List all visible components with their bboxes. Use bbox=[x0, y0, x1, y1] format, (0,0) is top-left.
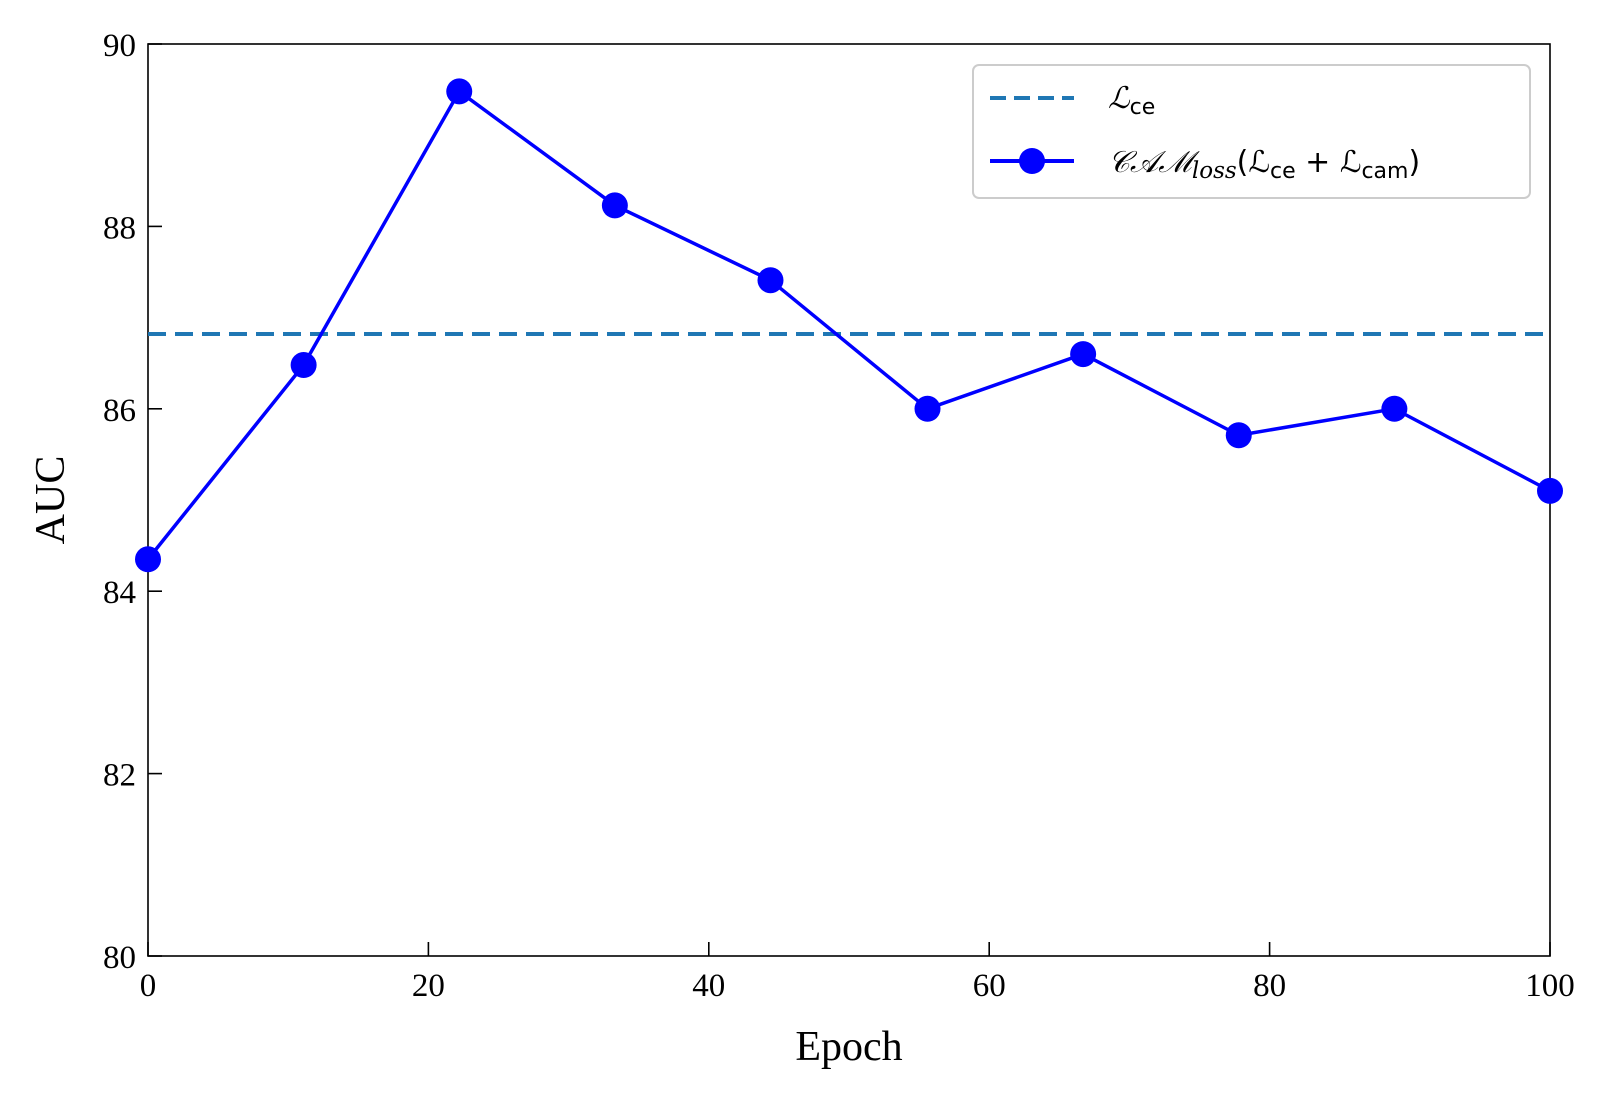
legend-cam-close: ) bbox=[1408, 145, 1420, 180]
series-cam-point bbox=[290, 352, 317, 379]
y-axis-title: AUC bbox=[28, 456, 74, 545]
y-tick-label: 80 bbox=[103, 940, 136, 976]
legend-cam-sub2: cam bbox=[1361, 159, 1408, 184]
y-tick-label: 82 bbox=[103, 758, 136, 794]
series-cam-point bbox=[135, 546, 161, 573]
legend-cam-sub1: ce bbox=[1270, 159, 1296, 184]
x-tick-label: 80 bbox=[1253, 968, 1286, 1004]
series-cam-point bbox=[1070, 341, 1097, 368]
series-cam-line bbox=[146, 89, 1551, 561]
series-cam-point bbox=[757, 267, 784, 294]
y-tick-label: 84 bbox=[103, 575, 136, 611]
series-layer bbox=[135, 78, 1563, 573]
x-tick-label: 40 bbox=[692, 968, 725, 1004]
legend-ce-sub: ce bbox=[1130, 95, 1156, 120]
legend-cam-label: 𝒞𝒜ℳloss(ℒce + ℒcam) bbox=[1108, 145, 1420, 184]
legend-cam-prefix: 𝒞𝒜ℳ bbox=[1108, 145, 1200, 180]
legend-ce-main: ℒ bbox=[1108, 81, 1131, 116]
y-tick-label: 90 bbox=[103, 28, 136, 64]
x-tick-label: 60 bbox=[973, 968, 1006, 1004]
x-tick-label: 0 bbox=[140, 968, 157, 1004]
legend-cam-marker bbox=[1019, 148, 1045, 174]
series-cam-point bbox=[446, 78, 473, 105]
series-cam-point bbox=[1537, 477, 1563, 504]
series-cam-point bbox=[1225, 422, 1252, 449]
legend-ce-label: ℒce bbox=[1108, 81, 1155, 120]
legend-cam-loss: loss bbox=[1192, 158, 1237, 184]
legend-cam-plus: + ℒ bbox=[1296, 145, 1362, 180]
x-axis: 0 20 40 60 80 100 bbox=[140, 942, 1575, 1004]
legend-box bbox=[972, 64, 1531, 199]
series-cam-point bbox=[914, 395, 941, 422]
x-axis-title: Epoch bbox=[795, 1024, 902, 1070]
y-tick-label: 88 bbox=[103, 210, 136, 246]
legend-cam-open: (ℒ bbox=[1237, 145, 1270, 180]
y-axis: 80 82 84 86 88 90 bbox=[103, 28, 162, 976]
legend: ℒce 𝒞𝒜ℳloss(ℒce + ℒcam) bbox=[972, 64, 1531, 199]
series-cam-point bbox=[601, 192, 628, 219]
x-tick-label: 20 bbox=[412, 968, 445, 1004]
series-cam-point bbox=[1381, 395, 1408, 422]
x-tick-label: 100 bbox=[1525, 968, 1575, 1004]
y-tick-label: 86 bbox=[103, 393, 136, 429]
